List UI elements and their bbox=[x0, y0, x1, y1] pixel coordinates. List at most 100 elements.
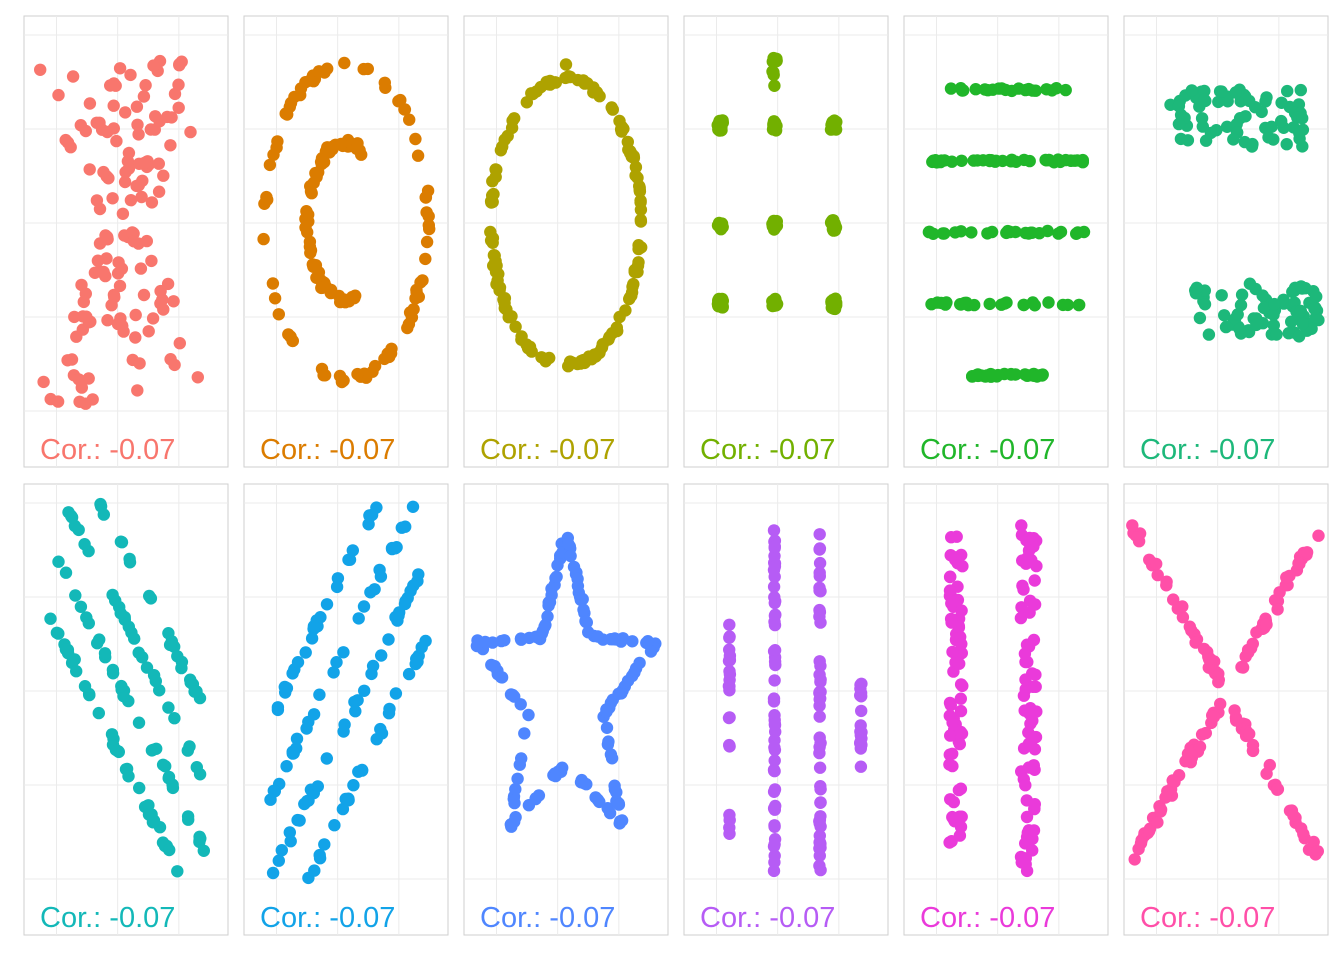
data-point bbox=[577, 603, 590, 616]
data-point bbox=[955, 154, 968, 167]
data-point bbox=[375, 649, 388, 662]
data-point bbox=[1297, 827, 1310, 841]
data-point bbox=[307, 620, 321, 633]
data-point bbox=[268, 292, 282, 305]
data-point bbox=[313, 688, 326, 701]
data-point bbox=[290, 732, 304, 745]
data-point bbox=[628, 263, 641, 277]
data-point bbox=[106, 663, 120, 677]
data-point bbox=[644, 645, 658, 658]
data-point bbox=[940, 296, 953, 309]
data-point bbox=[324, 283, 338, 297]
panel-slant_down: Cor.: -0.07 bbox=[23, 483, 229, 936]
data-point bbox=[124, 68, 137, 82]
data-point bbox=[768, 754, 781, 767]
data-point bbox=[1212, 675, 1225, 689]
data-point bbox=[66, 70, 80, 83]
data-point bbox=[303, 74, 317, 87]
data-point bbox=[91, 637, 104, 650]
data-point bbox=[515, 333, 528, 346]
data-point bbox=[855, 704, 868, 718]
panel-frame bbox=[903, 483, 1109, 936]
data-point bbox=[175, 655, 189, 669]
data-point bbox=[106, 588, 119, 602]
panel-frame bbox=[243, 15, 449, 468]
data-point bbox=[1195, 112, 1209, 125]
data-point bbox=[52, 555, 65, 568]
data-point bbox=[339, 792, 352, 806]
data-point bbox=[1230, 714, 1243, 727]
data-point bbox=[164, 139, 177, 152]
data-point bbox=[767, 692, 781, 705]
data-point bbox=[78, 538, 91, 551]
data-point bbox=[129, 308, 142, 322]
data-point bbox=[814, 796, 827, 809]
data-point bbox=[954, 782, 968, 795]
data-point bbox=[357, 600, 371, 613]
data-point bbox=[72, 373, 86, 386]
data-point bbox=[130, 179, 143, 193]
data-point bbox=[1028, 598, 1042, 611]
data-point bbox=[813, 543, 826, 556]
data-point bbox=[152, 185, 166, 198]
data-point bbox=[173, 337, 186, 350]
data-point bbox=[1215, 85, 1228, 98]
data-point bbox=[766, 65, 779, 78]
data-point bbox=[350, 141, 364, 155]
panel-frame bbox=[683, 483, 889, 936]
data-point bbox=[402, 667, 416, 681]
data-point bbox=[634, 194, 647, 207]
data-point bbox=[1270, 328, 1283, 341]
data-point bbox=[1267, 308, 1280, 321]
data-point bbox=[1246, 744, 1260, 758]
data-point bbox=[300, 205, 313, 218]
data-point bbox=[1028, 798, 1042, 811]
data-point bbox=[1287, 809, 1300, 822]
data-point bbox=[1176, 600, 1189, 613]
data-point bbox=[813, 849, 826, 862]
data-point bbox=[955, 637, 968, 651]
data-point bbox=[1235, 288, 1249, 301]
data-point bbox=[385, 541, 399, 555]
data-point bbox=[165, 111, 178, 124]
data-point bbox=[1198, 298, 1212, 311]
data-point bbox=[562, 360, 575, 373]
data-point bbox=[300, 722, 313, 735]
data-point bbox=[148, 123, 161, 136]
data-point bbox=[1014, 611, 1028, 625]
data-point bbox=[77, 295, 91, 309]
data-point bbox=[37, 375, 50, 389]
data-point bbox=[1020, 810, 1034, 824]
data-point bbox=[1282, 327, 1295, 340]
data-point bbox=[351, 367, 364, 381]
data-point bbox=[114, 535, 128, 548]
data-point bbox=[337, 646, 350, 659]
data-point bbox=[147, 59, 160, 72]
data-point bbox=[304, 180, 317, 193]
data-point bbox=[549, 769, 562, 783]
data-point bbox=[412, 568, 425, 581]
data-point bbox=[768, 293, 782, 306]
data-point bbox=[723, 813, 736, 827]
data-point bbox=[65, 511, 79, 524]
correlation-label: Cor.: -0.07 bbox=[1140, 434, 1275, 466]
data-point bbox=[130, 100, 144, 113]
data-point bbox=[349, 289, 362, 302]
data-point bbox=[163, 843, 176, 857]
data-point bbox=[156, 758, 170, 771]
data-point bbox=[98, 647, 112, 660]
data-point bbox=[299, 221, 312, 234]
data-point bbox=[722, 679, 736, 693]
data-point bbox=[1259, 95, 1272, 108]
data-point bbox=[854, 760, 868, 773]
data-point bbox=[348, 695, 361, 709]
data-point bbox=[1042, 296, 1055, 309]
data-point bbox=[938, 227, 951, 240]
data-point bbox=[596, 338, 609, 351]
data-point bbox=[115, 679, 128, 693]
data-point bbox=[579, 615, 593, 629]
data-point bbox=[608, 632, 621, 645]
data-point bbox=[1047, 156, 1061, 169]
data-point bbox=[1160, 575, 1173, 588]
data-point bbox=[509, 320, 522, 333]
